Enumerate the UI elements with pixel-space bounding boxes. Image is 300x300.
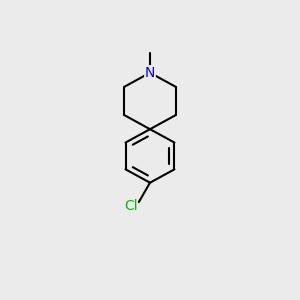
Text: N: N (145, 66, 155, 80)
Text: Cl: Cl (124, 200, 138, 214)
